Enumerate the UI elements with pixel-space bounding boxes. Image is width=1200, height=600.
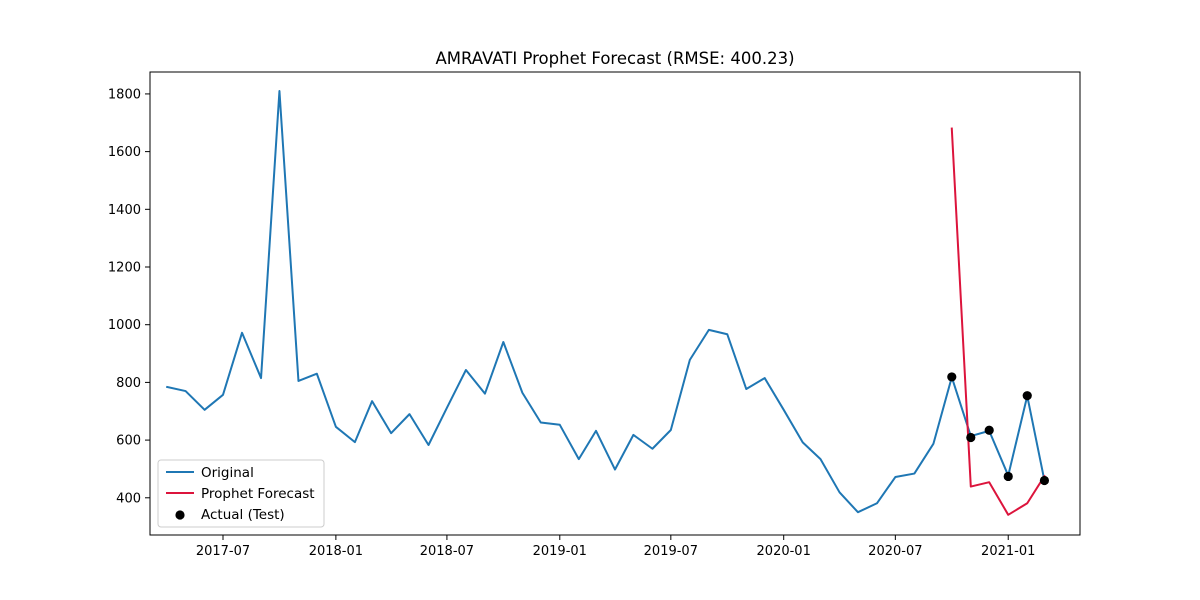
x-tick-label: 2017-07 [196,544,250,559]
scatter-point-actual-test [947,372,957,382]
series-line-original [165,90,1046,514]
y-tick-label: 1600 [108,145,141,160]
y-tick-label: 1800 [108,87,141,102]
y-tick-label: 800 [116,376,141,391]
legend-label-prophet-forecast: Prophet Forecast [201,486,315,502]
y-tick-label: 1200 [108,261,141,276]
y-tick-label: 1400 [108,203,141,218]
scatter-point-actual-test [1039,475,1050,486]
y-tick-label: 1000 [108,318,141,333]
series-line-prophet-forecast [950,127,1046,516]
x-tick-label: 2021-01 [981,544,1035,559]
x-tick-label: 2018-01 [309,544,363,559]
legend-label-original: Original [201,465,254,481]
x-tick-label: 2018-07 [420,544,474,559]
y-tick-label: 600 [116,434,141,449]
legend-label-actual-test: Actual (Test) [201,507,285,523]
scatter-point-actual-test [1022,391,1032,401]
x-tick-label: 2020-01 [757,544,811,559]
x-tick-label: 2019-01 [533,544,587,559]
legend-swatch-actual-test [175,510,185,520]
plot-frame [149,71,1081,536]
x-tick-label: 2019-07 [644,544,698,559]
chart-title: AMRAVATI Prophet Forecast (RMSE: 400.23) [435,49,794,68]
y-tick-label: 400 [116,491,141,506]
scatter-point-actual-test [1003,471,1013,482]
scatter-point-actual-test [966,432,976,443]
x-tick-label: 2020-07 [868,544,922,559]
legend-box [157,459,325,528]
scatter-point-actual-test [984,425,994,435]
